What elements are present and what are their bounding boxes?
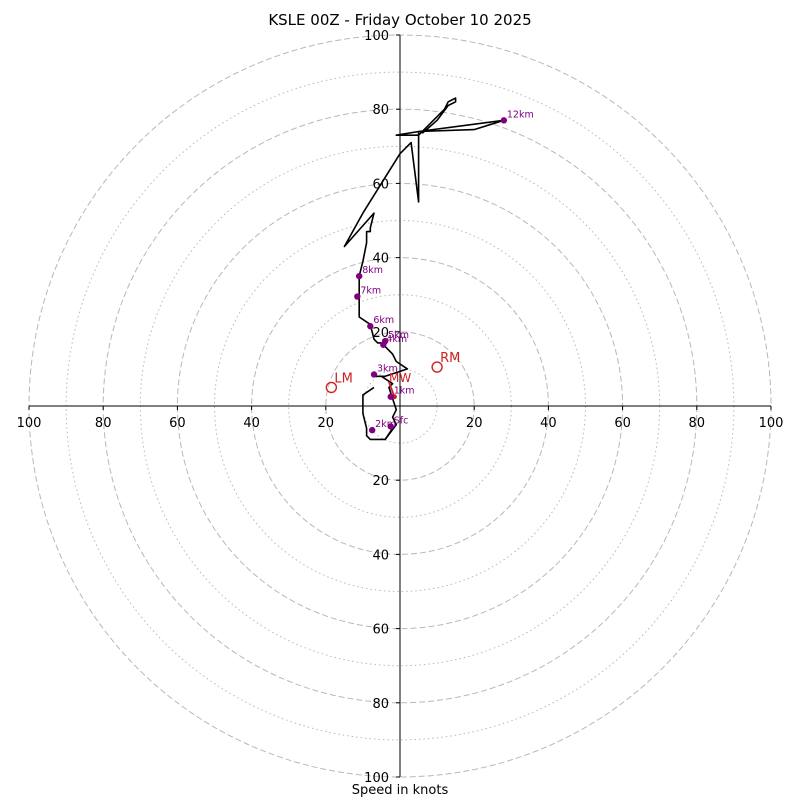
height-label-8km: 8km [362, 265, 383, 276]
x-tick-label: 20 [466, 416, 483, 431]
height-marker-7km [354, 293, 361, 300]
x-tick-label: 80 [95, 416, 112, 431]
y-tick-label: 40 [372, 252, 389, 267]
height-marker-3km [370, 371, 378, 378]
height-label-6km: 6km [373, 315, 394, 326]
x-tick-label: 40 [540, 416, 557, 431]
storm-motion-lm-label: LM [334, 371, 352, 386]
height-label-2km: 2km [375, 419, 396, 430]
height-label-1km: 1km [394, 386, 415, 397]
height-marker-1km [387, 393, 394, 400]
wind-profile-lower-loop [362, 386, 394, 441]
y-tick-label: 20 [372, 474, 389, 489]
x-tick-label: 40 [243, 416, 260, 431]
height-marker-sfc [387, 423, 394, 430]
chart-title: KSLE 00Z - Friday October 10 2025 [268, 11, 532, 29]
height-label-4km: 4km [386, 334, 407, 345]
height-label-12km: 12km [507, 109, 534, 120]
x-tick-label: 100 [759, 416, 784, 431]
y-tick-label: 100 [364, 29, 389, 44]
y-tick-label: 20 [372, 326, 389, 341]
x-tick-label: 20 [318, 416, 335, 431]
storm-motion-lm [325, 381, 338, 394]
storm-motion-rm-label: RM [440, 351, 460, 366]
y-tick-label: 40 [372, 548, 389, 563]
storm-motion-rm [431, 361, 443, 373]
y-tick-label: 80 [372, 103, 389, 118]
height-marker-8km [355, 272, 363, 280]
tick-labels: 100 80 60 40 20 20 40 60 80 100100806040202040608… [17, 29, 784, 786]
height-marker-5km [381, 337, 389, 345]
y-tick-label: 60 [372, 623, 389, 638]
height-label-5km: 5km [388, 330, 409, 341]
height-label-7km: 7km [360, 286, 381, 297]
x-tick-label: 60 [169, 416, 186, 431]
storm-motion-mw-label: MW [389, 371, 411, 385]
x-tick-label: 100 [17, 416, 42, 431]
x-tick-label: 80 [689, 416, 706, 431]
x-axis-label: Speed in knots [351, 783, 449, 798]
axes [29, 35, 771, 777]
height-label-3km: 3km [377, 363, 398, 374]
height-marker-2km [368, 426, 376, 434]
y-tick-label: 80 [372, 697, 389, 712]
x-tick-label: 60 [614, 416, 631, 431]
height-marker-6km [367, 323, 374, 330]
storm-motion: RM LM MW [325, 351, 460, 400]
height-marker-12km [500, 117, 508, 124]
y-tick-label: 100 [364, 771, 389, 786]
mean-wind-vector [388, 381, 396, 398]
height-label-sfc: Sfc [394, 415, 409, 426]
